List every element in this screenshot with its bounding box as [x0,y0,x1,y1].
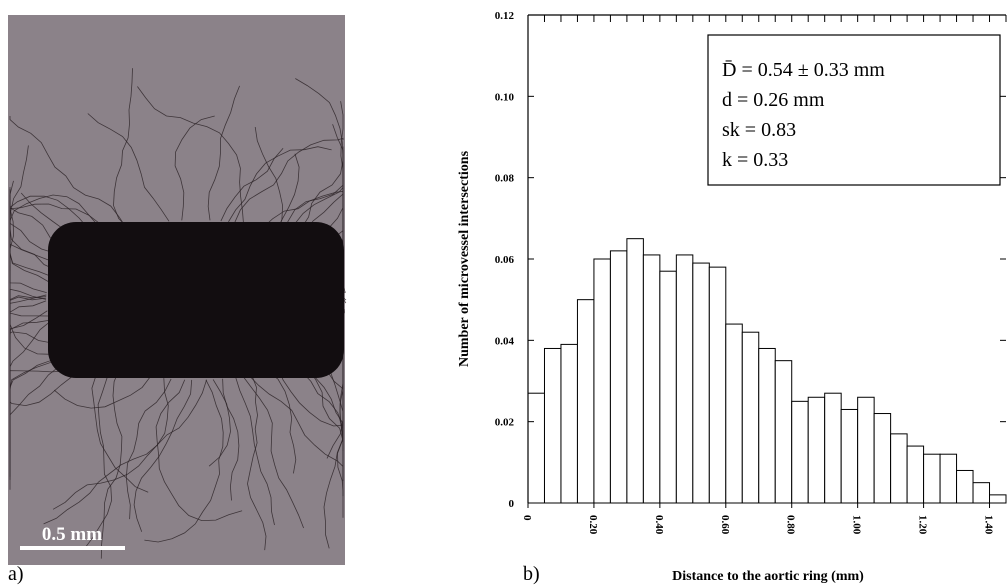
vessel [254,126,284,233]
vessel [91,361,149,493]
bar [593,258,611,504]
stat-line: D̄ = 0.54 ± 0.33 mm [722,59,885,81]
vessel [266,370,297,474]
vessel [277,366,344,427]
vessel [222,378,240,501]
aortic-ring [48,222,344,378]
bar [725,323,743,504]
y-tick-label: 0.08 [495,173,515,185]
bar [791,400,809,504]
vessel [155,379,243,522]
x-tick-label: 1.20 [917,515,929,535]
vessel [291,78,344,239]
vessel [287,178,344,237]
bar [923,453,941,504]
stat-line: sk = 0.83 [722,119,796,141]
x-tick-label: 0 [521,515,533,521]
bar [989,494,1007,504]
vessel [234,137,344,223]
bar [906,445,925,504]
bar [939,453,958,504]
bar [708,266,727,504]
vessel [247,374,267,551]
photo: 0.5 mm [8,15,347,565]
vessel [125,378,172,520]
x-tick-label: 1.00 [851,515,863,535]
vessel [137,86,244,225]
vessel [235,377,275,526]
vessel [220,147,284,222]
bar [659,270,677,504]
bar [576,299,595,504]
vessel [133,379,193,532]
vessel [52,379,207,510]
x-tick-label: 1.40 [983,515,995,535]
stats-box [707,34,1001,186]
vessel [43,378,169,525]
bar [741,331,760,504]
bar [560,343,578,504]
bar [527,392,545,504]
scale-bar-label: 0.5 mm [42,524,102,545]
bar [890,433,908,504]
vessel [9,194,106,237]
bar [857,396,875,504]
stats: D̄ = 0.54 ± 0.33 mm d = 0.26 mm sk = 0.83 k… [722,59,885,171]
vessel [144,379,224,543]
vessel [9,145,50,283]
bar [758,347,776,504]
stat-line: k = 0.33 [722,149,788,171]
bar [692,262,710,504]
x-tick-label: 0.40 [653,515,665,535]
bar [642,254,661,504]
bar [609,250,628,504]
vessel [53,376,151,409]
vessel [9,116,128,230]
bar [626,238,644,504]
vessel [9,300,47,331]
bar [840,408,859,504]
bar [543,347,562,504]
plot: 0 0.02 0.04 0.06 0.08 0.10 0.12 0 0.20 0.40 0.60 0.… [495,10,1007,535]
vessel [276,153,300,233]
vessel [100,368,123,559]
x-tick-label: 0.20 [587,515,599,535]
bar [972,482,991,504]
x-tick-label: 0.60 [719,515,731,535]
vessel [242,375,304,529]
x-tick-label: 0.80 [785,515,797,535]
bar [824,392,842,504]
bar [956,469,974,504]
y-axis-label: Number of microvessel intersections [457,150,472,367]
vessel [113,68,133,229]
y-tick-label: 0.02 [495,417,515,429]
y-tick-label: 0.04 [495,335,515,347]
vessel [83,367,117,550]
y-tick-label: 0.12 [495,10,515,22]
bar [873,413,892,504]
vessel [87,113,170,222]
stat-line: d = 0.26 mm [722,89,825,111]
vessel [290,361,344,497]
bar [807,396,826,504]
x-axis-label: Distance to the aortic ring (mm) [672,569,864,584]
panel-label: a) [8,563,24,585]
bar [774,360,793,504]
vessel [207,85,240,221]
vessel [208,379,231,467]
y-tick-label: 0.10 [495,91,515,103]
panel-label: b) [523,563,540,585]
bar [675,254,694,504]
y-tick-label: 0 [509,498,515,510]
y-tick-label: 0.06 [495,254,515,266]
